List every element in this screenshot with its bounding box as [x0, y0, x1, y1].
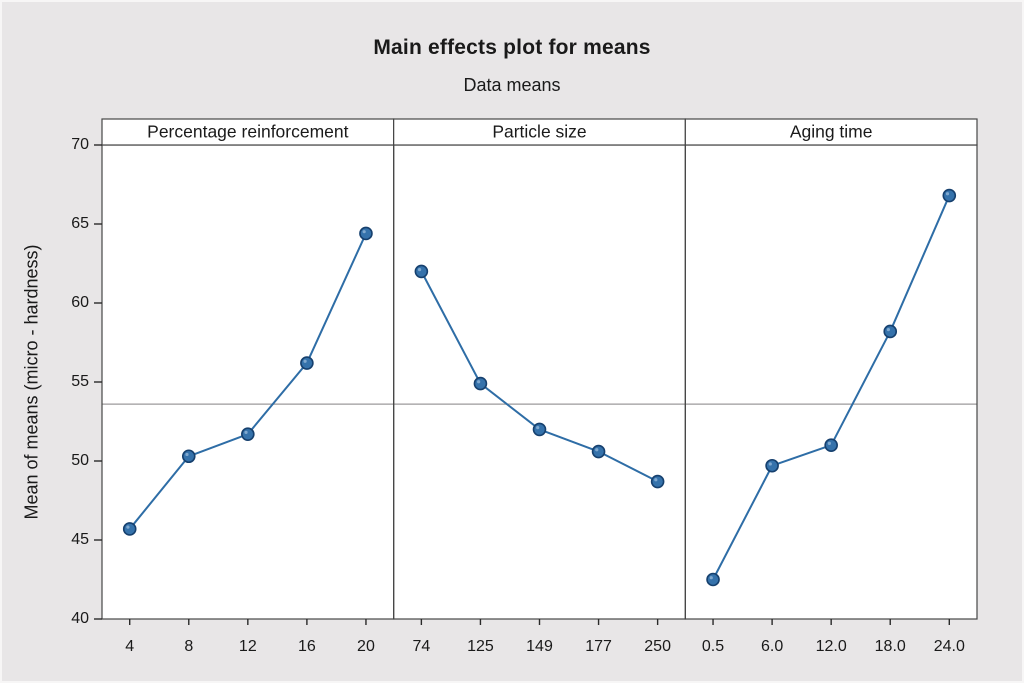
panel-header [101, 118, 395, 146]
data-point [473, 376, 488, 391]
data-point [122, 522, 137, 536]
x-tick-label: 16 [298, 638, 316, 655]
y-tick-label: 60 [71, 294, 89, 311]
data-point-highlight [417, 268, 422, 272]
data-point-highlight [126, 525, 130, 529]
data-point [824, 438, 838, 453]
y-tick-label: 40 [71, 610, 89, 627]
y-tick-label: 70 [71, 136, 89, 153]
x-tick-label: 177 [585, 638, 612, 655]
data-point [942, 188, 957, 203]
x-tick-label: 20 [357, 638, 375, 655]
data-point-highlight [303, 359, 307, 363]
data-point-highlight [886, 328, 891, 332]
x-tick-label: 4 [125, 638, 134, 655]
panel-header [393, 118, 686, 146]
panel-plot-area [393, 145, 686, 619]
y-tick-label: 65 [71, 215, 89, 232]
x-tick-label: 250 [644, 638, 671, 655]
panel-header-label: Aging time [790, 122, 873, 142]
y-tick-label: 55 [71, 373, 89, 390]
y-tick-label: 50 [71, 452, 89, 469]
chart-title: Main effects plot for means [373, 36, 651, 59]
data-point-highlight [477, 380, 481, 384]
x-tick-label: 8 [184, 638, 193, 655]
data-point [241, 427, 255, 441]
data-point [765, 458, 779, 473]
x-tick-label: 149 [526, 638, 553, 655]
data-point [591, 444, 606, 459]
panel-plot-area [102, 145, 394, 619]
data-point-highlight [595, 448, 599, 452]
data-point-highlight [244, 430, 248, 434]
x-tick-label: 0.5 [702, 638, 724, 655]
data-point-highlight [827, 441, 831, 445]
x-tick-label: 12 [239, 638, 257, 655]
data-point-highlight [945, 192, 950, 196]
data-point-highlight [768, 462, 772, 466]
x-tick-label: 74 [412, 638, 430, 655]
data-point [181, 449, 196, 464]
data-point [650, 474, 665, 489]
data-point-highlight [362, 230, 366, 234]
x-tick-label: 12.0 [816, 638, 847, 655]
data-point-highlight [654, 478, 658, 482]
data-point-highlight [709, 576, 713, 580]
x-tick-label: 18.0 [875, 638, 906, 655]
panel-header-label: Particle size [492, 122, 586, 142]
x-tick-label: 125 [467, 638, 494, 655]
data-point [359, 226, 373, 241]
data-point [532, 422, 547, 437]
data-point-highlight [185, 452, 189, 457]
data-point-highlight [536, 426, 540, 430]
x-tick-label: 24.0 [934, 638, 965, 655]
y-tick-label: 45 [71, 531, 89, 548]
panel-header-label: Percentage reinforcement [147, 122, 348, 142]
data-point [883, 324, 898, 339]
data-point [706, 572, 720, 587]
panel-header [684, 118, 978, 146]
chart-subtitle: Data means [463, 75, 561, 95]
x-tick-label: 6.0 [761, 638, 783, 655]
data-point [414, 264, 429, 279]
data-point [300, 356, 314, 370]
